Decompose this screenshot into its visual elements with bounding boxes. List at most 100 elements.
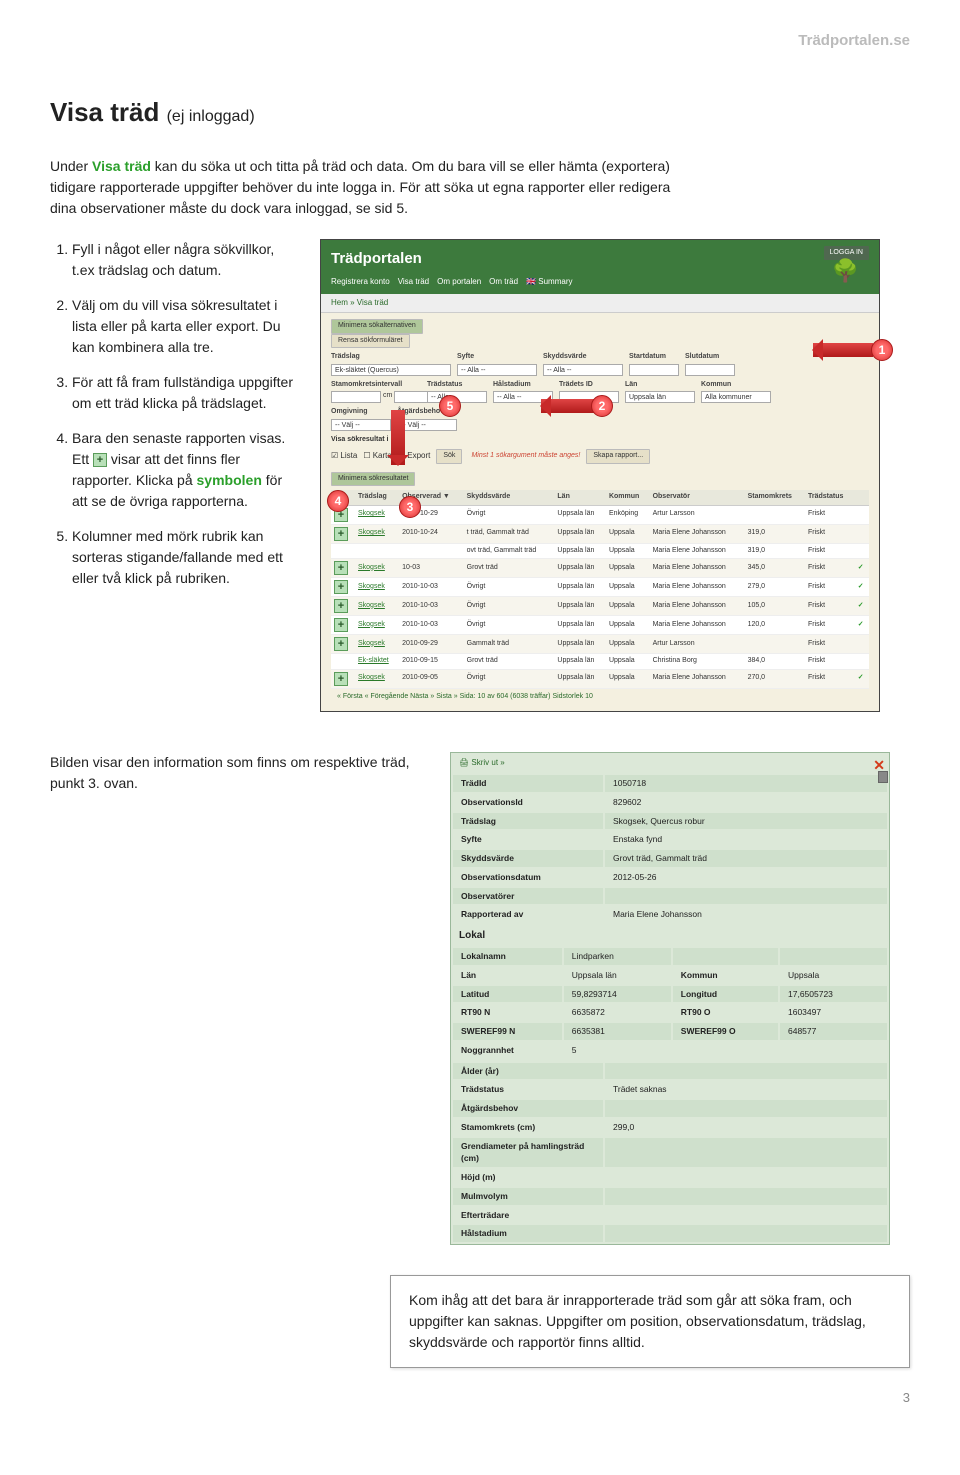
sok-button[interactable]: Sök xyxy=(436,449,462,464)
reminder-note: Kom ihåg att det bara är inrapporterade … xyxy=(390,1275,910,1368)
tradslag-select[interactable]: Ek-släktet (Quercus) xyxy=(331,364,451,376)
check-icon: ✓ xyxy=(858,564,864,571)
tree-link[interactable]: Skogsek xyxy=(358,621,385,628)
step-2: Välj om du vill visa sökresultatet i lis… xyxy=(72,295,300,358)
col-header[interactable]: Trädslag xyxy=(355,490,399,505)
lbl: Startdatum xyxy=(629,352,679,363)
pager[interactable]: « Första « Föregående Nästa » Sista » Si… xyxy=(331,689,869,706)
chk-lista[interactable]: ☑ Lista xyxy=(331,450,357,462)
lbl: Trädstatus xyxy=(427,380,487,391)
title-main: Visa träd xyxy=(50,97,159,127)
app-screenshot: LOGGA IN 🌳 Trädportalen Registrera konto… xyxy=(320,239,880,713)
col-header[interactable]: Stamomkrets xyxy=(745,490,805,505)
tree-link[interactable]: Skogsek xyxy=(358,510,385,517)
lbl: Stamomkretsintervall xyxy=(331,380,421,391)
lan-select[interactable]: Uppsala län xyxy=(625,391,695,403)
detail-row: RT90 N6635872RT90 O1603497 xyxy=(453,1004,887,1021)
visa-label: Visa sökresultat i xyxy=(331,435,869,446)
detail-row: Noggrannhet5 xyxy=(453,1042,887,1059)
kommun-select[interactable]: Alla kommuner xyxy=(701,391,771,403)
table-row: +Skogsek2010-09-05ÖvrigtUppsala länUppsa… xyxy=(331,669,869,688)
callout-2: 2 xyxy=(591,395,613,417)
start-input[interactable] xyxy=(629,364,679,376)
check-icon: ✓ xyxy=(858,583,864,590)
tree-icon: 🌳 xyxy=(832,254,859,287)
intro-key: Visa träd xyxy=(92,158,151,174)
lbl: Syfte xyxy=(457,352,537,363)
menu-item[interactable]: Om träd xyxy=(489,276,518,288)
step-1: Fyll i något eller några sökvillkor, t.e… xyxy=(72,239,300,281)
detail-row: TrädslagSkogsek, Quercus robur xyxy=(453,813,887,830)
expand-icon[interactable]: + xyxy=(334,599,348,613)
table-row: ovt träd, Gammalt trädUppsala länUppsala… xyxy=(331,543,869,559)
detail-row: TrädstatusTrädet saknas xyxy=(453,1081,887,1098)
callout-5: 5 xyxy=(439,395,461,417)
rapport-button[interactable]: Skapa rapport... xyxy=(586,449,650,464)
detail-row: Rapporterad avMaria Elene Johansson xyxy=(453,906,887,923)
col-header[interactable]: Län xyxy=(554,490,606,505)
table-row: Ek-släktet2010-09-15Grovt trädUppsala lä… xyxy=(331,654,869,670)
tree-link[interactable]: Skogsek xyxy=(358,564,385,571)
omg-select[interactable]: -- Välj -- xyxy=(331,419,391,431)
tree-link[interactable]: Skogsek xyxy=(358,529,385,536)
detail-row: Ålder (år) xyxy=(453,1063,887,1080)
detail-row: Grendiameter på hamlingsträd (cm) xyxy=(453,1138,887,1168)
col-header[interactable] xyxy=(855,490,869,505)
breadcrumb: Hem » Visa träd xyxy=(321,294,879,313)
expand-icon[interactable]: + xyxy=(334,637,348,651)
expand-icon[interactable]: + xyxy=(334,618,348,632)
table-row: +Skogsek2010-10-03ÖvrigtUppsala länUppsa… xyxy=(331,616,869,635)
menu-item[interactable]: Om portalen xyxy=(437,276,481,288)
callout-3: 3 xyxy=(399,496,421,518)
detail-row: Åtgärdsbehov xyxy=(453,1100,887,1117)
expand-icon[interactable]: + xyxy=(334,672,348,686)
app-menu: Registrera konto Visa träd Om portalen O… xyxy=(321,274,879,294)
skydd-select[interactable]: -- Alla -- xyxy=(543,364,623,376)
tree-link[interactable]: Skogsek xyxy=(358,640,385,647)
atg-select[interactable]: -- Välj -- xyxy=(397,419,457,431)
lbl: Trädets ID xyxy=(559,380,619,391)
detail-row: SkyddsvärdeGrovt träd, Gammalt träd xyxy=(453,850,887,867)
expand-icon[interactable]: + xyxy=(334,527,348,541)
page-title: Visa träd (ej inloggad) xyxy=(50,93,910,132)
menu-item[interactable]: Registrera konto xyxy=(331,276,390,288)
syfte-select[interactable]: -- Alla -- xyxy=(457,364,537,376)
detail-row: SWEREF99 N6635381SWEREF99 O648577 xyxy=(453,1023,887,1040)
detail-row: TrädId1050718 xyxy=(453,775,887,792)
slut-input[interactable] xyxy=(685,364,735,376)
expand-icon[interactable]: + xyxy=(334,580,348,594)
col-header[interactable]: Trädstatus xyxy=(805,490,855,505)
clear-button[interactable]: Rensa sökformuläret xyxy=(331,334,410,349)
step-3: För att få fram fullständiga uppgifter o… xyxy=(72,372,300,414)
table-row: +Skogsek10-03Grovt trädUppsala länUppsal… xyxy=(331,559,869,578)
expand-icon[interactable]: + xyxy=(334,561,348,575)
col-header[interactable]: Skyddsvärde xyxy=(464,490,555,505)
scrollbar-thumb[interactable] xyxy=(878,771,888,783)
page-number: 3 xyxy=(50,1388,910,1408)
lbl: Slutdatum xyxy=(685,352,735,363)
tree-link[interactable]: Skogsek xyxy=(358,674,385,681)
cm-lbl: cm xyxy=(383,391,392,403)
site-header: Trädportalen.se xyxy=(50,30,910,53)
col-header[interactable]: Kommun xyxy=(606,490,650,505)
tree-link[interactable]: Ek-släktet xyxy=(358,657,389,664)
tree-link[interactable]: Skogsek xyxy=(358,602,385,609)
lbl: Omgivning xyxy=(331,407,391,418)
menu-item[interactable]: Visa träd xyxy=(398,276,429,288)
step4-sym: symbolen xyxy=(197,472,262,488)
detail-row: Observationsdatum2012-05-26 xyxy=(453,869,887,886)
print-link[interactable]: 🖨 Skriv ut » xyxy=(451,753,889,773)
cm-input[interactable] xyxy=(331,391,381,403)
detail-row: Mulmvolym xyxy=(453,1188,887,1205)
lbl: Skyddsvärde xyxy=(543,352,623,363)
callout-1: 1 xyxy=(871,339,893,361)
callout-4: 4 xyxy=(327,490,349,512)
min-search-button[interactable]: Minimera sökalternativen xyxy=(331,319,423,334)
col-header[interactable]: Observatör xyxy=(650,490,745,505)
tree-link[interactable]: Skogsek xyxy=(358,583,385,590)
results-table: TrädslagObserverad ▼SkyddsvärdeLänKommun… xyxy=(331,490,869,689)
menu-item[interactable]: 🇬🇧 Summary xyxy=(526,276,572,288)
check-icon: ✓ xyxy=(858,602,864,609)
detail-row: ObservationsId829602 xyxy=(453,794,887,811)
arrow-1 xyxy=(813,343,873,357)
